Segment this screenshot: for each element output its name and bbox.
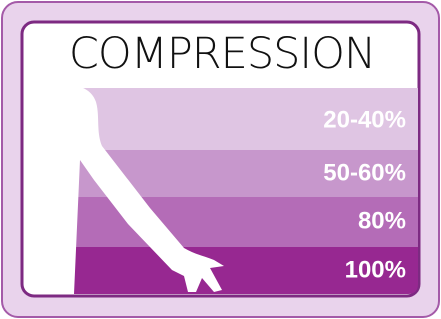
title: COMPRESSION — [69, 29, 375, 79]
level-label: 80% — [358, 207, 406, 234]
level-label: 100% — [345, 256, 406, 283]
level-label: 50-60% — [323, 159, 406, 186]
level-label: 20-40% — [323, 106, 406, 133]
page: COMPRESSION 20-40%50-60%80%100% (() => {… — [0, 0, 441, 319]
compression-diagram: COMPRESSION 20-40% 50-60% 80% 100% — [0, 0, 441, 319]
